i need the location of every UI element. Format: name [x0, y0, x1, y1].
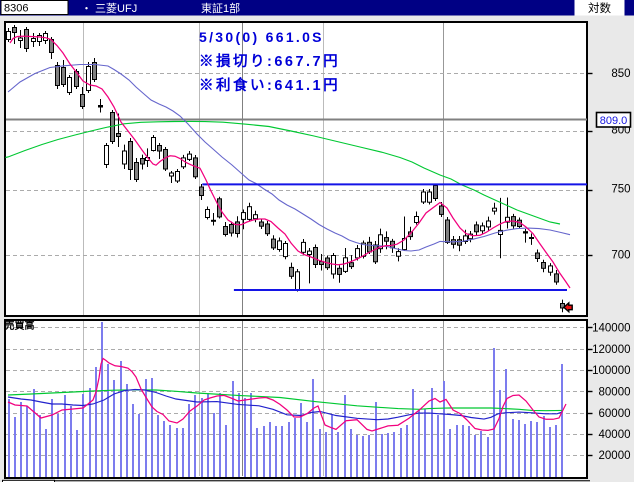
svg-text:60000: 60000 [599, 408, 631, 420]
svg-text:※利食い:641.1円: ※利食い:641.1円 [199, 76, 340, 94]
svg-text:対数: 対数 [588, 1, 611, 15]
svg-text:売買高: 売買高 [5, 319, 35, 332]
svg-text:20000: 20000 [599, 450, 631, 462]
svg-text:140000: 140000 [592, 323, 630, 335]
svg-text:100000: 100000 [592, 365, 630, 377]
svg-text:80000: 80000 [599, 387, 631, 399]
svg-text:850: 850 [611, 68, 630, 80]
svg-text:809.0: 809.0 [600, 115, 628, 127]
svg-text:700: 700 [611, 250, 630, 262]
svg-text:※損切り:667.7円: ※損切り:667.7円 [199, 52, 340, 70]
svg-text:8306: 8306 [4, 3, 28, 15]
svg-text:・ 三菱UFJ: ・ 三菱UFJ [81, 2, 137, 15]
svg-text:120000: 120000 [592, 344, 630, 356]
svg-text:40000: 40000 [599, 429, 631, 441]
svg-text:東証1部: 東証1部 [201, 1, 240, 15]
svg-text:750: 750 [611, 183, 630, 195]
svg-text:5/30(0) 661.0S: 5/30(0) 661.0S [199, 29, 324, 45]
